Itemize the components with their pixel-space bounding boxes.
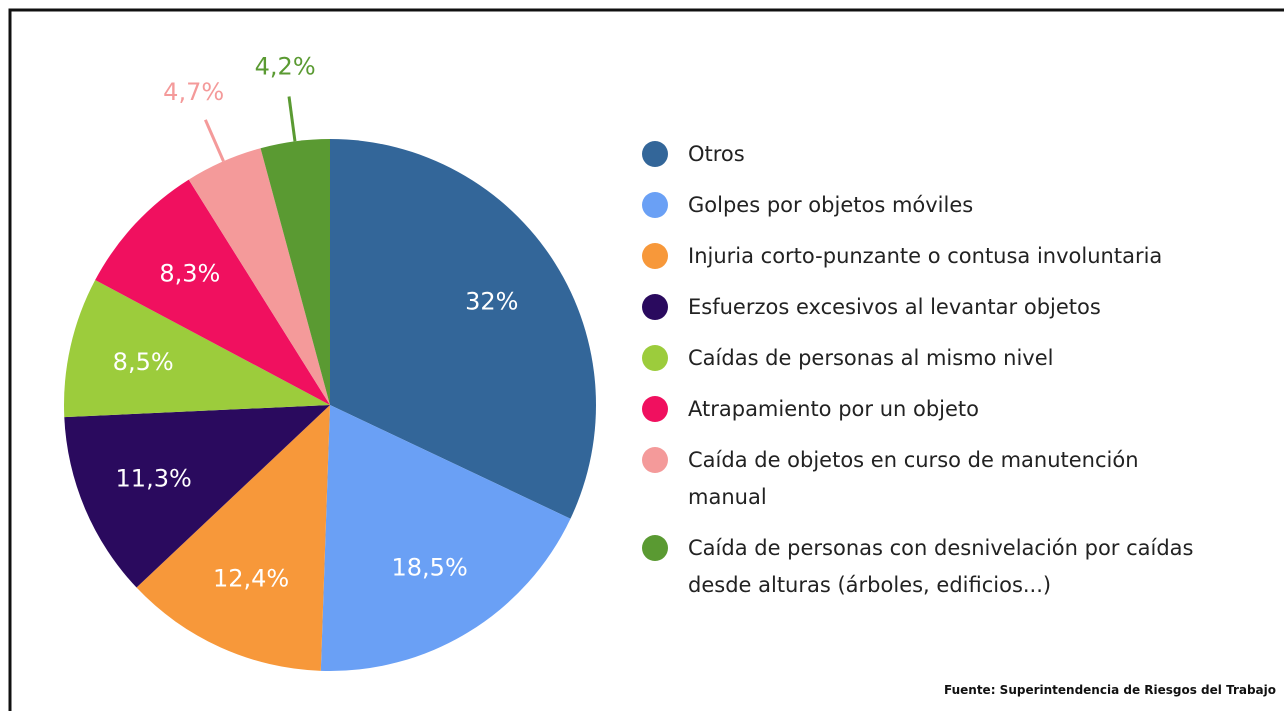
legend-label: Otros xyxy=(688,142,745,166)
data-label: 18,5% xyxy=(392,554,468,582)
legend-swatch xyxy=(642,141,668,167)
legend-label: Golpes por objetos móviles xyxy=(688,193,974,217)
legend-label: Caída de personas con desnivelación por … xyxy=(688,536,1194,597)
legend-label: Atrapamiento por un objeto xyxy=(688,397,980,421)
legend-swatch xyxy=(642,243,668,269)
frame xyxy=(8,8,1284,711)
leader-line xyxy=(287,96,297,142)
source: Fuente: Superintendencia de Riesgos del … xyxy=(944,683,1276,697)
pie-slice xyxy=(260,139,330,405)
legend-swatch xyxy=(642,447,668,473)
legend-item: Golpes por objetos móviles xyxy=(642,187,1222,224)
legend-label: Injuria corto-punzante o contusa involun… xyxy=(688,244,1163,268)
legend-swatch xyxy=(642,192,668,218)
legend-swatch xyxy=(642,396,668,422)
legend-item: Caída de personas con desnivelación por … xyxy=(642,530,1222,604)
legend: Otros Golpes por objetos móviles Injuria c… xyxy=(642,136,1222,604)
data-label: 4,7% xyxy=(163,78,224,106)
pie-slice xyxy=(188,148,330,406)
legend-item: Esfuerzos excesivos al levantar objetos xyxy=(642,289,1222,326)
pie-slice xyxy=(136,405,330,671)
legend-swatch xyxy=(642,294,668,320)
legend-item: Caída de objetos en curso de manutención… xyxy=(642,442,1222,516)
data-label: 32% xyxy=(465,288,518,316)
legend-item: Atrapamiento por un objeto xyxy=(642,391,1222,428)
legend-item: Injuria corto-punzante o contusa involun… xyxy=(642,238,1222,275)
data-label: 12,4% xyxy=(213,565,289,593)
data-label: 4,2% xyxy=(255,52,316,80)
legend-item: Otros xyxy=(642,136,1222,173)
legend-swatch xyxy=(642,535,668,561)
data-label: 11,3% xyxy=(116,465,192,493)
legend-item: Caídas de personas al mismo nivel xyxy=(642,340,1222,377)
legend-label: Caída de objetos en curso de manutención… xyxy=(688,448,1139,509)
data-label: 8,5% xyxy=(113,348,174,376)
pie-slice xyxy=(63,280,330,418)
legend-swatch xyxy=(642,345,668,371)
pie-slice xyxy=(64,405,330,588)
pie-slice xyxy=(95,179,330,405)
leader-line xyxy=(204,119,225,162)
data-label: 8,3% xyxy=(159,259,220,287)
pie-slice xyxy=(320,405,571,672)
legend-label: Esfuerzos excesivos al levantar objetos xyxy=(688,295,1101,319)
pie-slice xyxy=(330,139,596,519)
legend-label: Caídas de personas al mismo nivel xyxy=(688,346,1054,370)
